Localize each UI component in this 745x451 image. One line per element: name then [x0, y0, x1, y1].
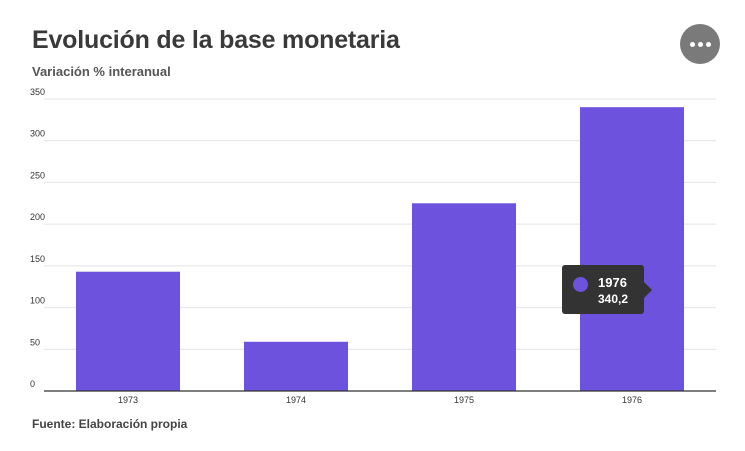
- y-tick-label: 300: [30, 129, 45, 139]
- y-axis-ticks: 0 50 100 150 200 250 300 350: [30, 87, 45, 389]
- tooltip-value: 340,2: [598, 292, 629, 306]
- bar-tooltip: 1976 340,2: [562, 265, 652, 314]
- y-tick-label: 250: [30, 170, 45, 180]
- chart-menu-button[interactable]: [680, 24, 720, 64]
- y-tick-label: 50: [30, 337, 40, 347]
- y-tick-label: 0: [30, 379, 35, 389]
- y-tick-label: 100: [30, 296, 45, 306]
- x-tick-label: 1976: [622, 395, 642, 405]
- y-tick-label: 150: [30, 254, 45, 264]
- y-tick-label: 350: [30, 87, 45, 97]
- tooltip-year: 1976: [598, 275, 627, 290]
- x-tick-label: 1973: [118, 395, 138, 405]
- bar-1975[interactable]: [412, 203, 516, 391]
- x-axis-ticks: 1973 1974 1975 1976: [118, 395, 642, 405]
- more-horizontal-icon: [689, 41, 711, 47]
- bar-1974[interactable]: [244, 341, 348, 391]
- x-tick-label: 1974: [286, 395, 306, 405]
- bar-1976[interactable]: [580, 107, 684, 392]
- chart-source: Fuente: Elaboración propia: [32, 417, 188, 431]
- chart-subtitle: Variación % interanual: [32, 64, 171, 79]
- bar-1973[interactable]: [76, 271, 180, 391]
- y-tick-label: 200: [30, 212, 45, 222]
- bars: [76, 107, 684, 392]
- chart-title: Evolución de la base monetaria: [32, 26, 400, 54]
- x-tick-label: 1975: [454, 395, 474, 405]
- tooltip-color-swatch: [573, 277, 588, 292]
